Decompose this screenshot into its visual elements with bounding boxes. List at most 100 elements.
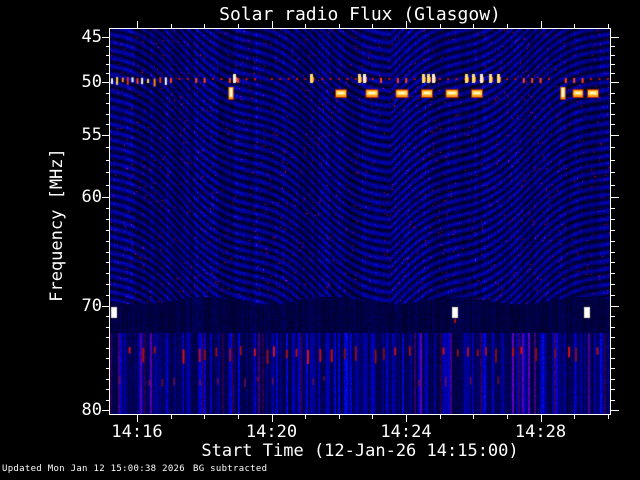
x-axis-tick bbox=[473, 24, 474, 28]
y-axis-tick bbox=[611, 135, 619, 136]
y-axis-tick bbox=[102, 197, 110, 198]
x-axis-tick bbox=[171, 24, 172, 28]
y-axis-tick bbox=[106, 273, 110, 274]
y-axis-tick bbox=[611, 114, 615, 115]
y-axis-tick bbox=[106, 358, 110, 359]
y-axis-tick bbox=[106, 368, 110, 369]
y-axis-tick bbox=[611, 348, 615, 349]
y-axis-tick bbox=[106, 73, 110, 74]
y-axis-tick bbox=[611, 295, 615, 296]
y-axis-tick bbox=[106, 252, 110, 253]
x-axis-tick bbox=[507, 24, 508, 28]
y-axis-tick bbox=[106, 124, 110, 125]
chart-title: Solar radio Flux (Glasgow) bbox=[219, 4, 501, 25]
y-axis-tick bbox=[611, 410, 619, 411]
y-axis-tick bbox=[611, 219, 615, 220]
y-axis-tick bbox=[102, 82, 110, 83]
y-axis-tick bbox=[611, 37, 619, 38]
y-axis-tick bbox=[106, 379, 110, 380]
x-axis-tick bbox=[440, 415, 441, 419]
y-axis-tick bbox=[106, 64, 110, 65]
y-axis-tick bbox=[611, 284, 615, 285]
spectrogram-canvas bbox=[110, 29, 610, 414]
x-axis-tick bbox=[272, 21, 273, 28]
y-axis-tick bbox=[106, 160, 110, 161]
x-axis-tick bbox=[305, 24, 306, 28]
x-axis-tick bbox=[372, 24, 373, 28]
x-axis-tick bbox=[171, 415, 172, 419]
y-axis-tick bbox=[106, 185, 110, 186]
y-axis-tick bbox=[106, 389, 110, 390]
x-axis-tick bbox=[507, 415, 508, 419]
y-axis-tick bbox=[611, 46, 615, 47]
y-axis-tick bbox=[611, 273, 615, 274]
y-axis-tick bbox=[611, 230, 615, 231]
y-tick-label: 80 bbox=[81, 400, 102, 420]
y-axis-tick bbox=[611, 389, 615, 390]
x-axis-tick bbox=[440, 24, 441, 28]
y-axis-tick bbox=[611, 306, 619, 307]
footer-bg-subtracted-text: BG subtracted bbox=[193, 464, 268, 474]
y-tick-label: 60 bbox=[81, 187, 102, 207]
y-axis-tick bbox=[106, 103, 110, 104]
y-axis-tick bbox=[106, 348, 110, 349]
y-axis-tick bbox=[102, 135, 110, 136]
y-axis-tick bbox=[106, 147, 110, 148]
y-axis-tick bbox=[611, 358, 615, 359]
y-axis-title: Frequency [MHz] bbox=[47, 148, 67, 302]
y-axis-tick bbox=[106, 46, 110, 47]
y-axis-tick bbox=[106, 208, 110, 209]
y-axis-tick bbox=[106, 55, 110, 56]
x-tick-label: 14:24 bbox=[380, 422, 432, 442]
x-axis-tick bbox=[541, 415, 542, 422]
y-axis-tick bbox=[611, 208, 615, 209]
x-axis-tick bbox=[238, 24, 239, 28]
y-axis-tick bbox=[106, 284, 110, 285]
y-axis-tick bbox=[106, 172, 110, 173]
x-tick-label: 14:16 bbox=[111, 422, 163, 442]
x-axis-tick bbox=[272, 415, 273, 422]
y-axis-tick bbox=[106, 316, 110, 317]
x-axis-tick bbox=[204, 415, 205, 419]
y-axis-tick bbox=[106, 93, 110, 94]
y-axis-tick bbox=[611, 368, 615, 369]
y-tick-label: 45 bbox=[81, 27, 102, 47]
y-axis-tick bbox=[102, 306, 110, 307]
y-axis-tick bbox=[611, 103, 615, 104]
x-axis-tick bbox=[204, 24, 205, 28]
y-axis-tick bbox=[611, 147, 615, 148]
y-axis-tick bbox=[611, 73, 615, 74]
y-axis-tick bbox=[106, 337, 110, 338]
x-axis-tick bbox=[406, 21, 407, 28]
x-axis-tick bbox=[406, 415, 407, 422]
y-axis-tick bbox=[611, 124, 615, 125]
y-axis-tick bbox=[611, 327, 615, 328]
x-axis-tick bbox=[608, 415, 609, 419]
x-tick-label: 14:28 bbox=[514, 422, 567, 442]
y-axis-tick bbox=[611, 172, 615, 173]
y-axis-tick bbox=[611, 64, 615, 65]
y-axis-tick bbox=[106, 230, 110, 231]
y-axis-tick bbox=[106, 219, 110, 220]
y-axis-tick bbox=[106, 241, 110, 242]
x-axis-tick bbox=[339, 415, 340, 419]
y-axis-tick bbox=[102, 410, 110, 411]
y-axis-tick bbox=[611, 252, 615, 253]
x-axis-tick bbox=[541, 21, 542, 28]
y-axis-tick bbox=[611, 241, 615, 242]
y-axis-tick bbox=[611, 197, 619, 198]
footer-updated-text: Updated Mon Jan 12 15:00:38 2026 bbox=[2, 464, 185, 474]
y-axis-tick bbox=[106, 400, 110, 401]
x-axis-tick bbox=[574, 415, 575, 419]
x-axis-tick bbox=[137, 415, 138, 422]
y-axis-tick bbox=[611, 379, 615, 380]
x-axis-tick bbox=[608, 24, 609, 28]
x-axis-tick bbox=[137, 21, 138, 28]
y-axis-tick bbox=[611, 337, 615, 338]
y-axis-tick bbox=[106, 327, 110, 328]
y-axis-tick bbox=[611, 400, 615, 401]
x-axis-tick bbox=[339, 24, 340, 28]
y-axis-tick bbox=[106, 295, 110, 296]
x-axis-tick bbox=[238, 415, 239, 419]
